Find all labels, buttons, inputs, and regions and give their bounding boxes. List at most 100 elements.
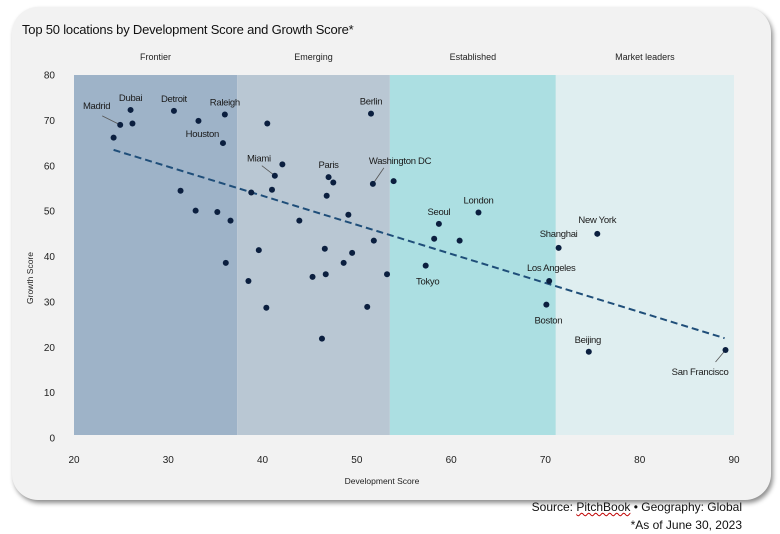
point-label: Washington DC — [369, 156, 432, 167]
point-label: Miami — [247, 154, 271, 165]
data-point — [456, 237, 463, 244]
data-point — [323, 192, 330, 199]
y-tick-label: 30 — [44, 297, 56, 308]
data-point — [330, 179, 337, 186]
data-point — [245, 278, 252, 285]
band-emerging — [237, 75, 390, 435]
label-leader-line — [102, 115, 121, 126]
point-label: Berlin — [360, 97, 383, 108]
y-axis-label: Growth Score — [25, 252, 35, 304]
data-point — [248, 189, 255, 196]
data-point — [321, 245, 328, 252]
band-label: Market leaders — [615, 52, 675, 62]
band-label: Established — [450, 52, 497, 62]
data-point — [318, 335, 325, 342]
point-label: Boston — [534, 316, 562, 327]
band-label: Frontier — [140, 52, 171, 62]
y-tick-label: 80 — [44, 71, 56, 82]
point-label: Tokyo — [416, 277, 439, 288]
data-point — [384, 271, 391, 278]
data-point — [221, 111, 228, 118]
data-point — [555, 244, 562, 251]
data-point — [269, 186, 275, 193]
data-point — [227, 217, 234, 224]
x-tick-label: 90 — [728, 455, 740, 466]
data-point — [435, 220, 442, 227]
data-point — [219, 140, 226, 147]
data-point — [222, 259, 229, 266]
source-suffix: • Geography: Global — [630, 500, 742, 514]
x-tick-label: 80 — [634, 455, 646, 466]
x-tick-label: 20 — [68, 455, 80, 466]
data-point — [195, 117, 202, 124]
data-point — [585, 348, 592, 355]
point-label: Madrid — [83, 101, 110, 112]
data-point — [475, 209, 482, 216]
point-label: Raleigh — [210, 97, 240, 108]
source-note: Source: PitchBook • Geography: Global — [532, 500, 742, 514]
x-tick-label: 60 — [446, 455, 458, 466]
point-label: Paris — [318, 160, 339, 171]
source-brand: PitchBook — [576, 500, 631, 514]
data-point — [264, 120, 271, 127]
band-frontier — [74, 75, 238, 435]
band-market-leaders — [555, 75, 734, 435]
label-leader-line — [372, 167, 385, 185]
data-point — [543, 301, 550, 308]
data-point — [296, 217, 303, 224]
data-point — [279, 161, 286, 168]
data-point — [309, 273, 316, 280]
data-point — [127, 106, 134, 113]
data-point — [110, 134, 117, 141]
point-label: Houston — [186, 129, 219, 140]
point-label: Seoul — [427, 207, 450, 218]
point-label: San Francisco — [672, 367, 729, 378]
point-label: Los Angeles — [527, 263, 576, 274]
data-point — [170, 107, 177, 114]
data-point — [431, 235, 438, 242]
data-point — [422, 262, 429, 269]
data-point — [722, 346, 729, 353]
data-point — [369, 180, 376, 187]
x-tick-label: 70 — [540, 455, 552, 466]
data-point — [192, 207, 199, 214]
data-point — [546, 278, 553, 285]
data-point — [349, 249, 356, 256]
data-point — [117, 121, 124, 128]
data-point — [594, 230, 601, 237]
data-point — [177, 187, 184, 194]
data-point — [129, 120, 136, 127]
y-tick-label: 40 — [44, 252, 56, 263]
y-tick-label: 0 — [49, 434, 55, 445]
data-point — [390, 178, 397, 185]
date-note: *As of June 30, 2023 — [630, 518, 742, 532]
band-label: Emerging — [294, 52, 333, 62]
chart-title: Top 50 locations by Development Score an… — [22, 22, 354, 37]
data-point — [345, 211, 352, 218]
trendline — [113, 148, 725, 340]
data-point — [340, 259, 347, 266]
x-axis-label: Development Score — [345, 476, 420, 486]
y-tick-label: 50 — [44, 207, 56, 218]
x-tick-label: 30 — [163, 455, 175, 466]
point-label: Detroit — [161, 94, 188, 105]
y-tick-label: 60 — [44, 161, 56, 172]
x-tick-label: 50 — [351, 455, 363, 466]
y-tick-label: 20 — [44, 343, 56, 354]
point-label: London — [464, 195, 494, 206]
y-tick-label: 70 — [44, 116, 56, 127]
data-point — [364, 303, 371, 310]
point-label: Shanghai — [540, 229, 578, 240]
data-point — [214, 209, 221, 216]
point-label: New York — [578, 215, 616, 226]
data-point — [271, 172, 278, 179]
data-point — [255, 247, 262, 254]
data-point — [325, 174, 332, 181]
point-label: Beijing — [575, 335, 601, 346]
x-tick-label: 40 — [257, 455, 269, 466]
y-tick-label: 10 — [44, 388, 56, 399]
data-point — [370, 237, 377, 244]
source-prefix: Source: — [531, 500, 577, 514]
data-point — [368, 110, 374, 117]
